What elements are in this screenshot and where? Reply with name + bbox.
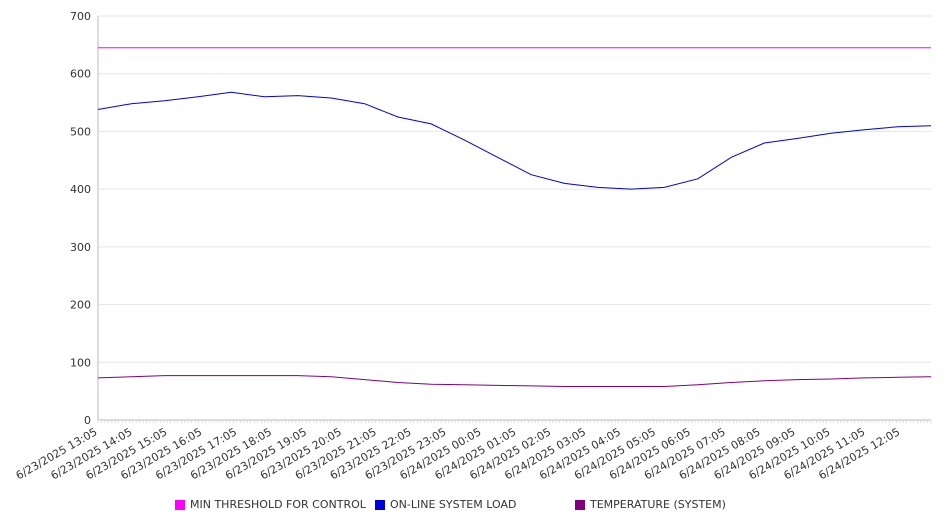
- legend-label: MIN THRESHOLD FOR CONTROL: [190, 498, 366, 511]
- legend-label: ON-LINE SYSTEM LOAD: [390, 498, 517, 511]
- legend-item-min-threshold[interactable]: MIN THRESHOLD FOR CONTROL: [175, 498, 366, 511]
- legend-swatch: [175, 499, 185, 510]
- y-tick-label: 500: [70, 125, 91, 138]
- legend: MIN THRESHOLD FOR CONTROL ON-LINE SYSTEM…: [0, 498, 946, 514]
- y-tick-label: 100: [70, 356, 91, 369]
- y-tick-label: 700: [70, 10, 91, 23]
- gridlines: [98, 15, 931, 421]
- y-tick-label: 0: [84, 414, 91, 427]
- y-axis-tick-labels: 0 100 200 300 400 500 600 700: [70, 10, 91, 427]
- series-lines: [97, 47, 932, 387]
- legend-swatch: [375, 499, 385, 510]
- legend-item-system-load[interactable]: ON-LINE SYSTEM LOAD: [375, 498, 516, 511]
- series-line-2: [97, 375, 932, 387]
- y-tick-label: 400: [70, 183, 91, 196]
- series-line-1: [97, 91, 932, 190]
- y-tick-label: 600: [70, 68, 91, 81]
- legend-swatch: [575, 499, 585, 510]
- legend-item-temperature[interactable]: TEMPERATURE (SYSTEM): [575, 498, 726, 511]
- x-axis-tick-labels: 6/23/2025 13:056/23/2025 14:056/23/2025 …: [14, 425, 903, 482]
- axes: [97, 16, 932, 423]
- legend-label: TEMPERATURE (SYSTEM): [590, 498, 726, 511]
- y-tick-label: 200: [70, 299, 91, 312]
- y-tick-label: 300: [70, 241, 91, 254]
